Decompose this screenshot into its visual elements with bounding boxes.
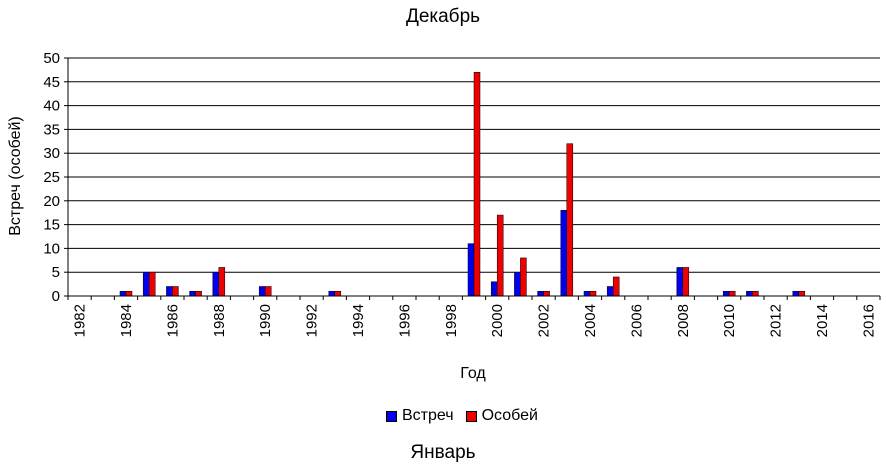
chart-title: Декабрь [405,6,481,27]
bar-vstrech-2005 [606,286,614,297]
bar-vstrech-1985 [142,271,150,297]
y-tick-label: 20 [43,193,60,210]
bar-vstrech-1984 [119,290,127,297]
y-axis-label: Встреч (особей) [7,116,24,236]
legend-swatch-blue [386,410,397,422]
bars [119,72,806,297]
bar-vstrech-1990 [258,286,266,297]
bar-vstrech-2000 [490,281,498,297]
bar-vstrech-2013 [792,290,800,297]
y-tick-label: 0 [52,288,60,305]
legend: Встреч Особей [386,406,550,426]
bar-osobey-2002 [543,290,550,297]
bar-vstrech-1986 [166,286,173,297]
bar-vstrech-1993 [328,290,336,297]
bar-osobey-1990 [264,286,272,297]
x-tick-labels: 1982 1984 1986 1988 1990 1992 1994 1996 1998 2000… [72,304,878,337]
x-axis-label: Год [460,365,486,382]
bar-osobey-1986 [172,286,179,297]
y-tick-label: 25 [43,169,60,186]
bar-osobey-2011 [752,290,759,297]
y-tick-label: 35 [43,121,60,138]
bar-osobey-1999 [473,72,481,297]
bar-osobey-1988 [218,267,226,297]
y-tick-label: 5 [52,264,60,281]
bar-vstrech-1987 [189,290,196,297]
x-tick-label: 1982 [72,304,89,337]
legend-label-osobey: Особей [481,407,538,424]
x-tick-label: 2006 [628,304,645,337]
x-tick-label: 2004 [582,304,599,337]
x-tick-label: 1986 [164,304,181,337]
x-tick-label: 2000 [489,304,506,337]
legend-swatch-red [465,410,477,422]
bar-vstrech-2002 [537,290,544,297]
y-tick-label: 50 [43,50,60,67]
bar-vstrech-1988 [212,271,220,297]
bar-vstrech-2004 [583,290,591,297]
bar-vstrech-2001 [514,271,521,297]
bar-osobey-1985 [148,271,156,297]
bar-osobey-2000 [496,214,504,297]
x-tick-label: 1996 [396,304,413,337]
x-tick-label: 2014 [814,304,831,337]
bar-osobey-2001 [520,257,527,297]
bar-vstrech-2008 [676,267,684,297]
axes [64,57,881,300]
bar-osobey-2004 [589,290,597,297]
bar-osobey-2005 [612,276,620,297]
y-tick-label: 40 [43,98,60,115]
y-tick-label: 15 [43,217,60,234]
x-tick-label: 1990 [257,304,274,337]
legend-label-vstrech: Встреч [402,407,454,424]
legend-item-osobey: Особей [465,407,538,425]
bar-vstrech-2011 [746,290,753,297]
x-tick-label: 2002 [536,304,553,337]
y-tick-label: 10 [43,240,60,257]
y-tick-label: 45 [43,74,60,91]
x-tick-label: 2016 [860,304,877,337]
bar-osobey-2008 [682,267,690,297]
bar-osobey-1987 [195,290,202,297]
y-tick-label: 30 [43,145,60,162]
x-tick-label: 2010 [721,304,738,337]
bar-osobey-1993 [334,290,342,297]
x-tick-label: 1984 [118,304,135,337]
x-tick-label: 2012 [768,304,785,337]
bar-osobey-2003 [566,143,574,297]
bar-vstrech-1999 [467,243,475,297]
y-tick-labels: 0 5 10 15 20 25 30 35 40 45 50 [43,50,60,305]
bar-osobey-2013 [798,290,806,297]
legend-item-vstrech: Встреч [386,407,454,425]
x-tick-label: 1992 [304,304,321,337]
bar-vstrech-2003 [560,210,568,297]
bar-vstrech-2010 [722,290,730,297]
x-tick-label: 1994 [350,304,367,337]
bar-osobey-2010 [728,290,736,297]
x-tick-label: 1988 [211,304,228,337]
footer-title: Январь [410,442,476,463]
x-tick-label: 1998 [443,304,460,337]
bar-osobey-1984 [125,290,133,297]
x-tick-label: 2008 [675,304,692,337]
